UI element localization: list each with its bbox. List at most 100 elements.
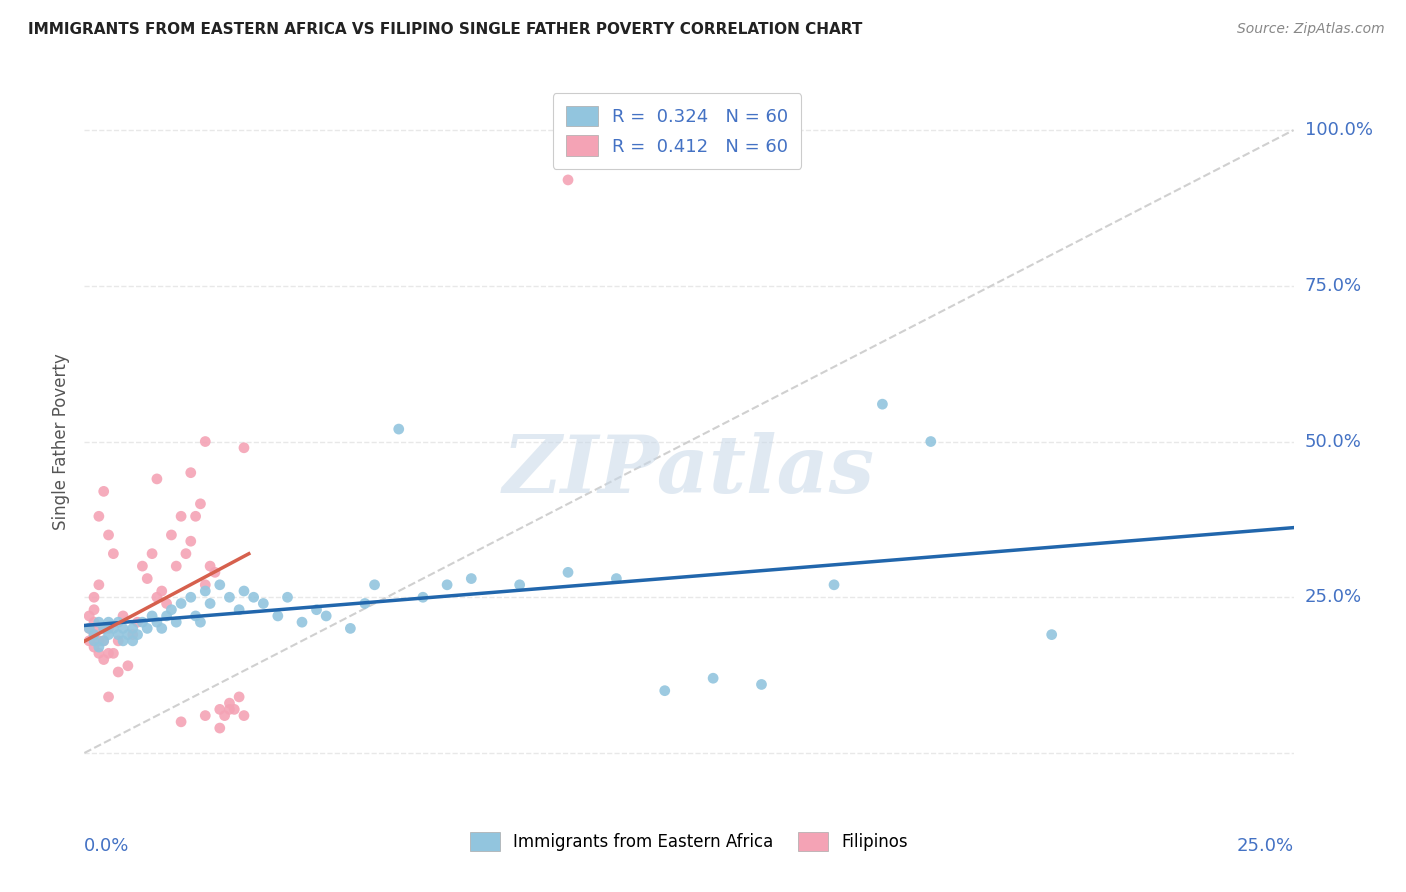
Point xyxy=(136,572,159,586)
Point xyxy=(77,609,100,624)
Point xyxy=(233,708,256,723)
Point xyxy=(127,627,149,641)
Point xyxy=(117,627,139,641)
Point xyxy=(77,621,100,635)
Point xyxy=(97,690,120,704)
Point xyxy=(228,690,250,704)
Point xyxy=(83,627,105,641)
Y-axis label: Single Father Poverty: Single Father Poverty xyxy=(52,353,70,530)
Point xyxy=(339,621,361,635)
Point xyxy=(121,627,143,641)
Point xyxy=(654,683,676,698)
Point xyxy=(1040,627,1063,641)
Point xyxy=(214,708,236,723)
Point xyxy=(920,434,942,449)
Point xyxy=(77,621,100,635)
Point xyxy=(180,534,202,549)
Text: Source: ZipAtlas.com: Source: ZipAtlas.com xyxy=(1237,22,1385,37)
Point xyxy=(509,578,531,592)
Point xyxy=(218,702,240,716)
Point xyxy=(87,509,110,524)
Point xyxy=(174,547,197,561)
Point xyxy=(194,708,217,723)
Point xyxy=(305,603,328,617)
Point xyxy=(87,633,110,648)
Point xyxy=(208,578,231,592)
Point xyxy=(107,627,129,641)
Point xyxy=(605,572,627,586)
Point xyxy=(87,640,110,654)
Point xyxy=(93,633,115,648)
Point xyxy=(204,566,226,580)
Text: 100.0%: 100.0% xyxy=(1305,121,1372,139)
Point xyxy=(87,646,110,660)
Point xyxy=(97,615,120,630)
Point xyxy=(136,621,159,635)
Point xyxy=(460,572,482,586)
Point xyxy=(150,621,173,635)
Point xyxy=(97,528,120,542)
Point xyxy=(77,633,100,648)
Point xyxy=(208,721,231,735)
Text: 25.0%: 25.0% xyxy=(1236,837,1294,855)
Point xyxy=(97,621,120,635)
Point xyxy=(146,472,169,486)
Point xyxy=(93,621,115,635)
Point xyxy=(388,422,411,436)
Point xyxy=(180,466,202,480)
Point xyxy=(112,621,135,635)
Point xyxy=(83,615,105,630)
Point xyxy=(83,640,105,654)
Point xyxy=(291,615,314,630)
Point xyxy=(315,609,337,624)
Point xyxy=(112,633,135,648)
Text: 50.0%: 50.0% xyxy=(1305,433,1361,450)
Point xyxy=(97,646,120,660)
Point xyxy=(190,497,212,511)
Point xyxy=(160,528,183,542)
Point xyxy=(557,173,579,187)
Point xyxy=(557,566,579,580)
Text: 25.0%: 25.0% xyxy=(1305,588,1362,607)
Point xyxy=(121,633,143,648)
Point xyxy=(184,509,207,524)
Point xyxy=(872,397,894,411)
Point xyxy=(363,578,385,592)
Point xyxy=(165,559,187,574)
Text: IMMIGRANTS FROM EASTERN AFRICA VS FILIPINO SINGLE FATHER POVERTY CORRELATION CHA: IMMIGRANTS FROM EASTERN AFRICA VS FILIPI… xyxy=(28,22,862,37)
Point xyxy=(233,441,256,455)
Point xyxy=(194,578,217,592)
Point xyxy=(233,584,256,599)
Point xyxy=(276,591,298,605)
Point xyxy=(117,658,139,673)
Text: 75.0%: 75.0% xyxy=(1305,277,1362,295)
Point xyxy=(150,584,173,599)
Point xyxy=(184,609,207,624)
Point xyxy=(93,621,115,635)
Point xyxy=(170,714,193,729)
Point xyxy=(83,603,105,617)
Point xyxy=(242,591,264,605)
Point xyxy=(218,696,240,710)
Point xyxy=(127,615,149,630)
Point xyxy=(131,559,153,574)
Point xyxy=(83,627,105,641)
Point xyxy=(131,615,153,630)
Point xyxy=(103,547,125,561)
Point xyxy=(141,609,163,624)
Point xyxy=(160,603,183,617)
Point xyxy=(267,609,290,624)
Point xyxy=(252,597,274,611)
Point xyxy=(87,578,110,592)
Point xyxy=(155,597,177,611)
Point xyxy=(87,621,110,635)
Point xyxy=(190,615,212,630)
Point xyxy=(87,615,110,630)
Point xyxy=(751,677,773,691)
Point xyxy=(194,434,217,449)
Point xyxy=(103,621,125,635)
Point xyxy=(83,591,105,605)
Point xyxy=(107,615,129,630)
Point xyxy=(146,591,169,605)
Point xyxy=(155,609,177,624)
